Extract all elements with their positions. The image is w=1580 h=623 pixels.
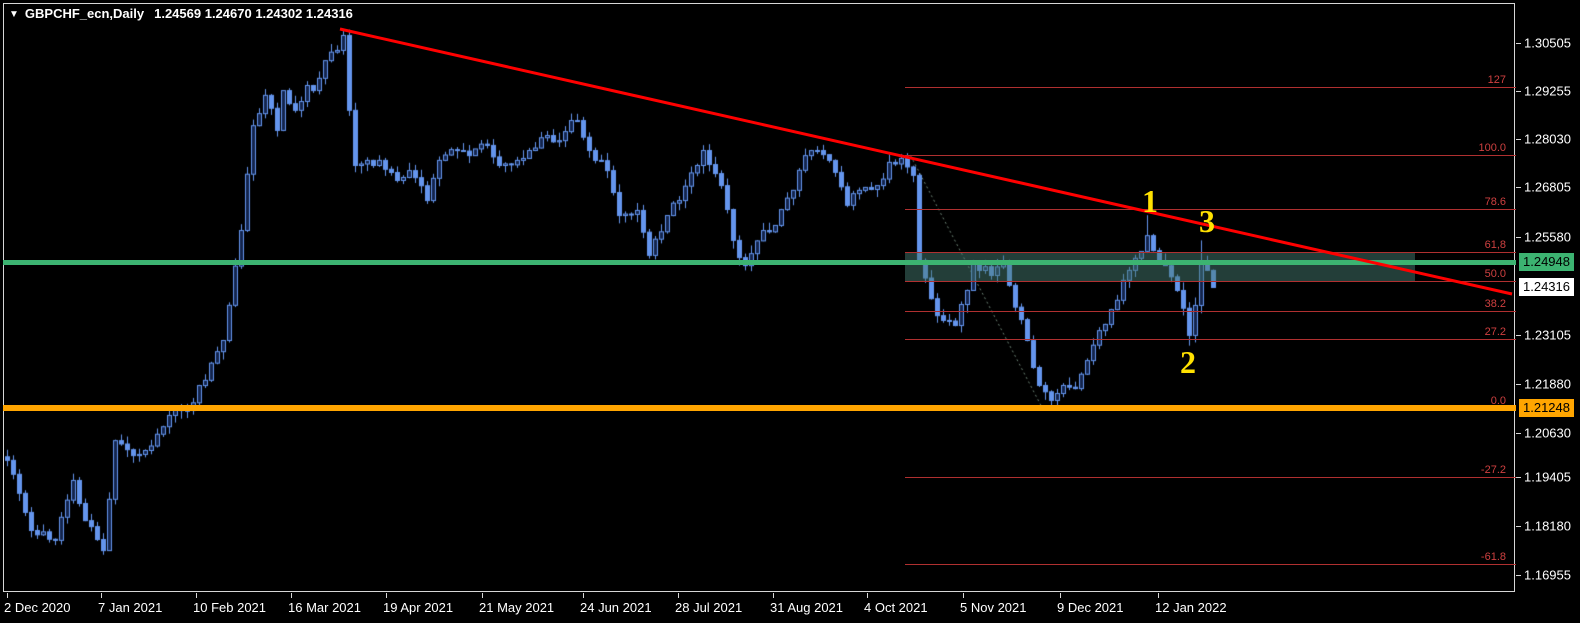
- fib-level-label-38.2: 38.2: [1484, 298, 1506, 310]
- time-axis-label: 9 Dec 2021: [1057, 600, 1124, 615]
- symbol-dropdown-icon[interactable]: ▼: [9, 9, 19, 20]
- price-axis-label: 1.23105: [1524, 327, 1571, 343]
- time-axis-tick: [1060, 593, 1061, 598]
- price-axis-tick: [1516, 526, 1521, 527]
- time-axis-label: 19 Apr 2021: [383, 600, 454, 615]
- time-axis-label: 7 Jan 2021: [98, 600, 163, 615]
- time-axis-tick: [583, 593, 584, 598]
- support-line[interactable]: [3, 405, 1516, 411]
- fib-level-label--27.2: -27.2: [1480, 464, 1506, 476]
- descending-trendline[interactable]: [339, 27, 1513, 296]
- fib-level-line-61,8: [905, 252, 1516, 253]
- time-axis-tick: [1158, 593, 1159, 598]
- time-axis-tick: [101, 593, 102, 598]
- price-axis-tick: [1516, 477, 1521, 478]
- time-axis-label: 12 Jan 2022: [1155, 600, 1227, 615]
- time-axis-label: 5 Nov 2021: [960, 600, 1027, 615]
- price-axis-tick: [1516, 237, 1521, 238]
- time-axis-label: 21 May 2021: [479, 600, 555, 615]
- time-axis-tick: [963, 593, 964, 598]
- price-axis-label: 1.18180: [1524, 518, 1571, 534]
- time-axis-tick: [386, 593, 387, 598]
- resistance-line[interactable]: [3, 260, 1516, 265]
- price-axis-label: 1.21880: [1524, 376, 1571, 392]
- price-axis-label: 1.20630: [1524, 425, 1571, 441]
- time-axis-label: 10 Feb 2021: [193, 600, 267, 615]
- ohlc-quote-readout: 1.24569 1.24670 1.24302 1.24316: [154, 6, 353, 21]
- price-axis-label: 1.28030: [1524, 131, 1571, 147]
- fib-level-label-27.2: 27.2: [1484, 326, 1506, 338]
- price-axis-tick: [1516, 384, 1521, 385]
- wave-label-2[interactable]: 2: [1180, 344, 1196, 380]
- fib-50-618-zone[interactable]: [905, 251, 1415, 282]
- fib-level-line--61.8: [905, 564, 1516, 565]
- fib-level-line-50.0: [905, 281, 1516, 282]
- time-axis-label: 24 Jun 2021: [580, 600, 652, 615]
- fib-level-label--61.8: -61.8: [1480, 551, 1506, 563]
- price-axis-tick: [1516, 433, 1521, 434]
- current-price-tag: 1.24316: [1519, 278, 1574, 296]
- time-axis-tick: [291, 593, 292, 598]
- fib-level-line--27.2: [905, 477, 1516, 478]
- price-axis-tick: [1516, 43, 1521, 44]
- time-axis-label: 4 Oct 2021: [864, 600, 928, 615]
- time-axis-tick: [7, 593, 8, 598]
- price-axis-label: 1.26805: [1524, 179, 1571, 195]
- time-axis-tick: [678, 593, 679, 598]
- fib-level-line-100.0: [905, 155, 1516, 156]
- time-axis-label: 31 Aug 2021: [770, 600, 844, 615]
- symbol-period-title: GBPCHF_ecn,Daily: [24, 6, 145, 21]
- price-axis-tick: [1516, 335, 1521, 336]
- time-axis-tick: [196, 593, 197, 598]
- time-axis-label: 16 Mar 2021: [288, 600, 361, 615]
- fib-level-line-78.6: [905, 209, 1516, 210]
- price-axis-tick: [1516, 139, 1521, 140]
- resistance-line-price-tag: 1.24948: [1519, 253, 1574, 271]
- fib-level-label-61,8: 61,8: [1484, 239, 1506, 251]
- price-axis-label: 1.16955: [1524, 567, 1571, 583]
- price-axis-label: 1.29255: [1524, 83, 1571, 99]
- fib-level-line-27.2: [905, 339, 1516, 340]
- fib-level-label-0.0: 0.0: [1490, 395, 1506, 407]
- price-axis-tick: [1516, 91, 1521, 92]
- price-axis-label: 1.19405: [1524, 469, 1571, 485]
- wave-label-3[interactable]: 3: [1199, 203, 1215, 239]
- wave-label-1[interactable]: 1: [1142, 183, 1158, 219]
- fib-level-label-50.0: 50.0: [1484, 268, 1506, 280]
- fib-level-line-127: [905, 87, 1516, 88]
- time-axis-tick: [482, 593, 483, 598]
- fib-level-label-100.0: 100.0: [1478, 142, 1506, 154]
- support-line-price-tag: 1.21248: [1519, 399, 1574, 417]
- fib-level-label-127: 127: [1487, 74, 1506, 86]
- price-axis-label: 1.30505: [1524, 35, 1571, 51]
- chart-title-bar: ▼ GBPCHF_ecn,Daily 1.24569 1.24670 1.24302…: [9, 6, 353, 21]
- fib-level-label-78.6: 78.6: [1484, 196, 1506, 208]
- price-axis-label: 1.25580: [1524, 229, 1571, 245]
- fib-level-line-38.2: [905, 311, 1516, 312]
- time-axis-label: 2 Dec 2020: [4, 600, 71, 615]
- time-axis-tick: [773, 593, 774, 598]
- price-axis-tick: [1516, 575, 1521, 576]
- price-axis-tick: [1516, 187, 1521, 188]
- time-axis-label: 28 Jul 2021: [675, 600, 743, 615]
- time-axis-tick: [867, 593, 868, 598]
